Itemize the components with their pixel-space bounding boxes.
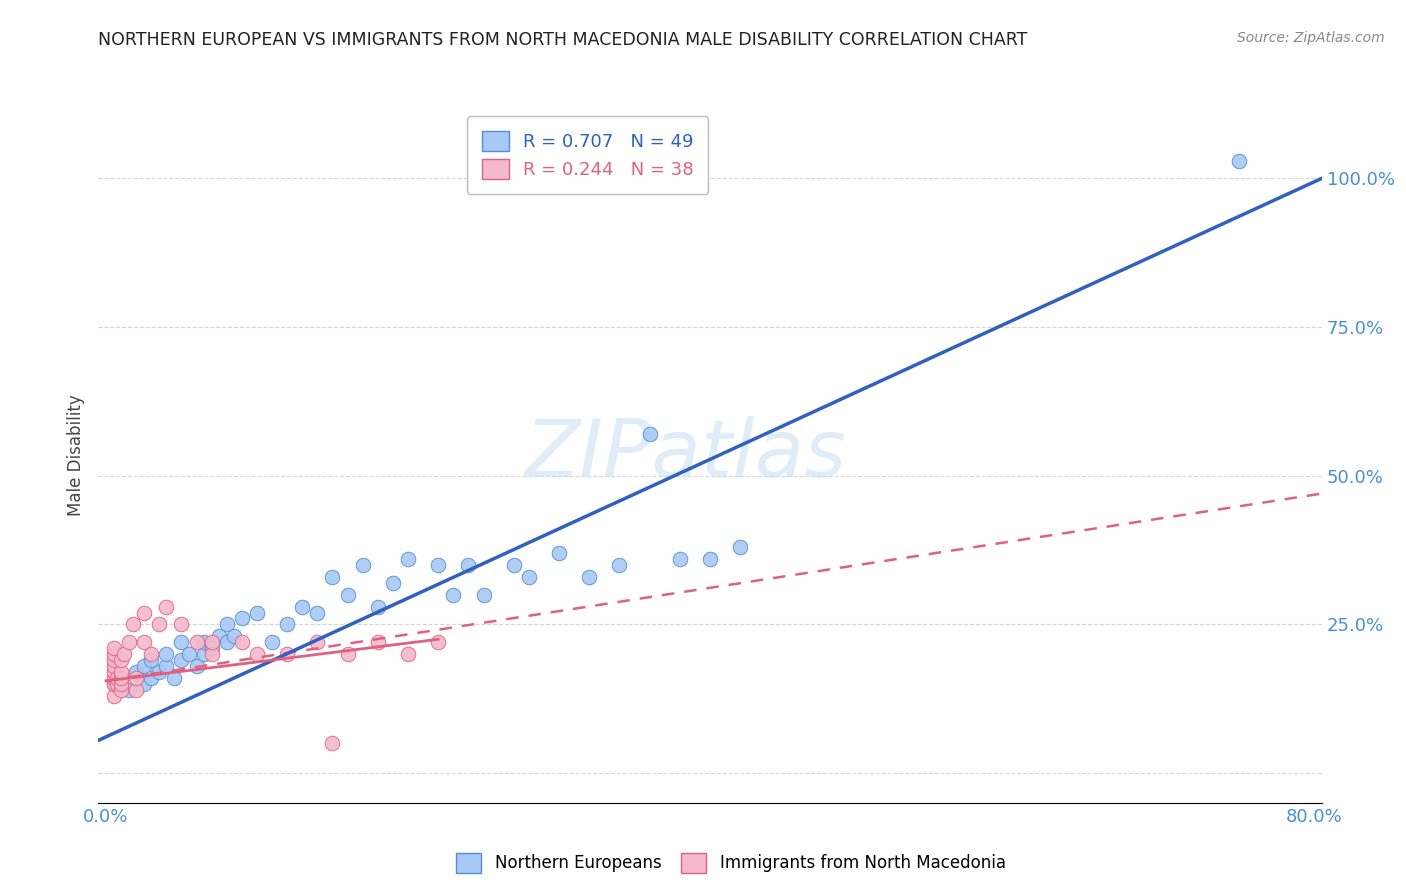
- Point: [110, 677, 132, 691]
- Point: [1227, 153, 1250, 168]
- Point: [117, 635, 139, 649]
- Point: [103, 689, 125, 703]
- Point: [155, 599, 177, 614]
- Point: [110, 682, 132, 697]
- Point: [367, 635, 389, 649]
- Point: [110, 665, 132, 679]
- Point: [321, 570, 343, 584]
- Point: [112, 647, 135, 661]
- Point: [103, 659, 125, 673]
- Point: [125, 671, 148, 685]
- Point: [609, 558, 631, 572]
- Point: [103, 653, 125, 667]
- Point: [276, 647, 298, 661]
- Point: [186, 659, 208, 673]
- Text: ZIPatlas: ZIPatlas: [524, 416, 846, 494]
- Point: [170, 635, 193, 649]
- Point: [381, 575, 404, 590]
- Point: [728, 540, 751, 554]
- Point: [141, 671, 163, 685]
- Text: NORTHERN EUROPEAN VS IMMIGRANTS FROM NORTH MACEDONIA MALE DISABILITY CORRELATION: NORTHERN EUROPEAN VS IMMIGRANTS FROM NOR…: [98, 31, 1028, 49]
- Point: [132, 677, 155, 691]
- Y-axis label: Male Disability: Male Disability: [67, 394, 86, 516]
- Point: [472, 588, 495, 602]
- Point: [262, 635, 284, 649]
- Legend: R = 0.707   N = 49, R = 0.244   N = 38: R = 0.707 N = 49, R = 0.244 N = 38: [467, 116, 709, 194]
- Point: [291, 599, 314, 614]
- Point: [246, 606, 269, 620]
- Point: [103, 677, 125, 691]
- Point: [117, 682, 139, 697]
- Point: [352, 558, 374, 572]
- Point: [141, 653, 163, 667]
- Point: [148, 617, 170, 632]
- Point: [141, 647, 163, 661]
- Point: [163, 671, 186, 685]
- Point: [427, 558, 450, 572]
- Point: [186, 635, 208, 649]
- Point: [110, 653, 132, 667]
- Point: [103, 641, 125, 656]
- Point: [396, 647, 419, 661]
- Point: [148, 665, 170, 679]
- Point: [201, 641, 224, 656]
- Point: [201, 635, 224, 649]
- Point: [132, 606, 155, 620]
- Point: [276, 617, 298, 632]
- Point: [132, 659, 155, 673]
- Point: [215, 635, 238, 649]
- Text: Source: ZipAtlas.com: Source: ZipAtlas.com: [1237, 31, 1385, 45]
- Point: [427, 635, 450, 649]
- Point: [105, 671, 128, 685]
- Point: [193, 635, 215, 649]
- Point: [224, 629, 246, 643]
- Point: [201, 647, 224, 661]
- Point: [105, 677, 128, 691]
- Point: [103, 647, 125, 661]
- Point: [177, 647, 200, 661]
- Point: [215, 617, 238, 632]
- Point: [110, 671, 132, 685]
- Point: [307, 606, 329, 620]
- Point: [103, 671, 125, 685]
- Point: [231, 611, 253, 625]
- Point: [155, 659, 177, 673]
- Point: [246, 647, 269, 661]
- Point: [170, 653, 193, 667]
- Point: [231, 635, 253, 649]
- Point: [122, 617, 145, 632]
- Point: [578, 570, 600, 584]
- Point: [155, 647, 177, 661]
- Point: [103, 665, 125, 679]
- Point: [669, 552, 692, 566]
- Point: [321, 736, 343, 750]
- Point: [103, 677, 125, 691]
- Point: [336, 647, 359, 661]
- Point: [170, 617, 193, 632]
- Point: [638, 427, 661, 442]
- Legend: Northern Europeans, Immigrants from North Macedonia: Northern Europeans, Immigrants from Nort…: [450, 847, 1012, 880]
- Point: [548, 546, 571, 560]
- Point: [132, 635, 155, 649]
- Point: [367, 599, 389, 614]
- Point: [396, 552, 419, 566]
- Point: [502, 558, 524, 572]
- Point: [193, 647, 215, 661]
- Point: [441, 588, 464, 602]
- Point: [125, 665, 148, 679]
- Point: [336, 588, 359, 602]
- Point: [517, 570, 540, 584]
- Point: [208, 629, 231, 643]
- Point: [125, 682, 148, 697]
- Point: [699, 552, 721, 566]
- Point: [110, 671, 132, 685]
- Point: [307, 635, 329, 649]
- Point: [457, 558, 479, 572]
